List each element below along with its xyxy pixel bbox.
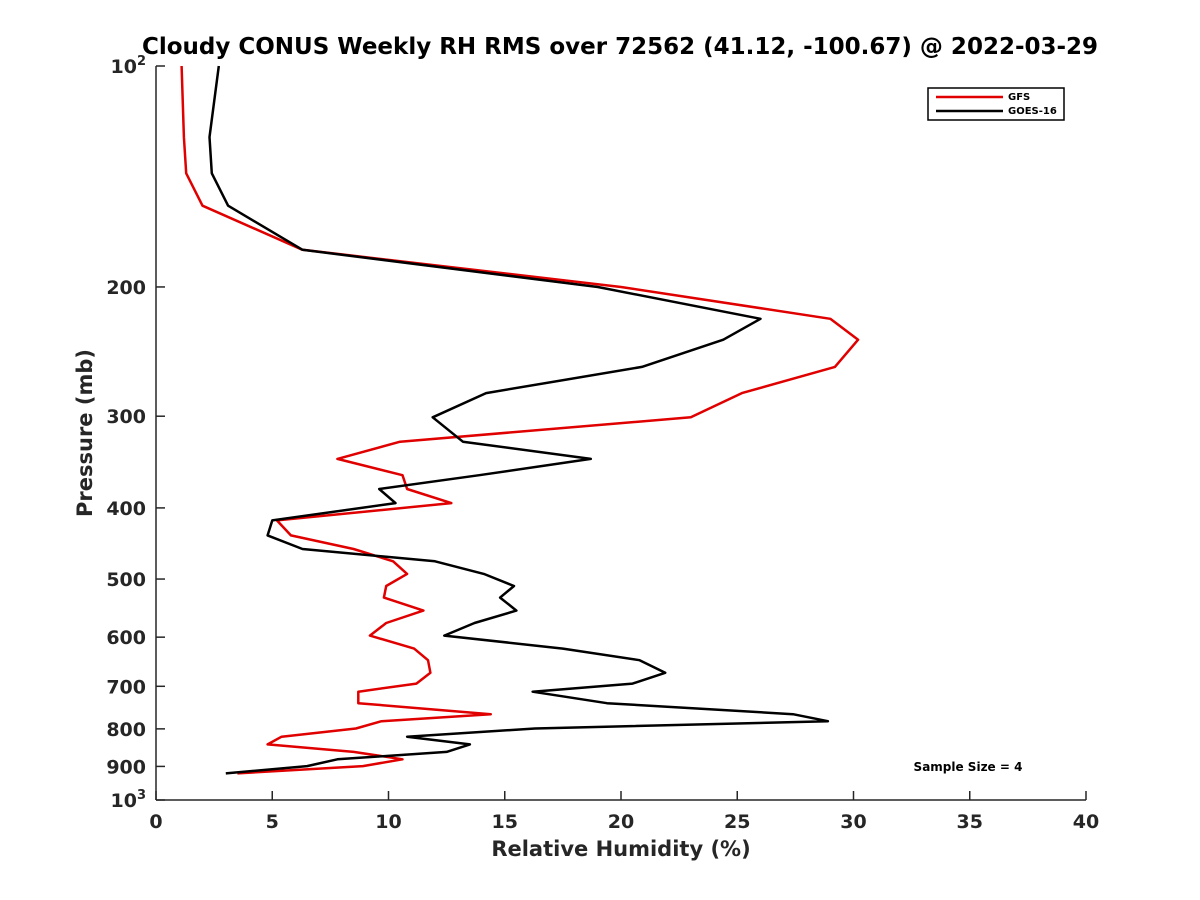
x-tick-label: 30 [840, 811, 866, 833]
y-axis-label: Pressure (mb) [73, 349, 97, 517]
y-tick-label: 102 [111, 54, 147, 78]
x-tick-label: 35 [957, 811, 983, 833]
legend: GFS GOES-16 [927, 87, 1065, 121]
x-tick-label: 40 [1073, 811, 1099, 833]
y-tick-label: 900 [106, 756, 146, 778]
series-line-goes16 [208, 65, 830, 775]
x-tick-label: 10 [375, 811, 401, 833]
x-ticks: 0 5 10 15 20 25 30 35 40 [149, 791, 1099, 833]
y-tick-label: 500 [106, 569, 146, 591]
y-tick-label: 600 [106, 627, 146, 649]
legend-label-goes16: GOES-16 [1008, 106, 1057, 117]
legend-label-gfs: GFS [1008, 92, 1030, 103]
y-tick-label: 103 [111, 788, 147, 812]
x-axis-label: Relative Humidity (%) [491, 837, 750, 861]
y-ticks: 102 200 300 400 500 600 700 800 900 103 [106, 54, 165, 812]
y-tick-label: 200 [106, 277, 146, 299]
series-layer [180, 65, 860, 775]
y-tick-label: 400 [106, 498, 146, 520]
y-tick-label: 700 [106, 676, 146, 698]
x-tick-label: 25 [724, 811, 750, 833]
x-tick-label: 15 [492, 811, 518, 833]
legend-box [927, 87, 1065, 121]
sample-size-annotation: Sample Size = 4 [914, 760, 1023, 774]
y-tick-label: 800 [106, 719, 146, 741]
chart-title: Cloudy CONUS Weekly RH RMS over 72562 (4… [142, 34, 1098, 60]
x-tick-label: 0 [149, 811, 162, 833]
series-line-gfs [180, 65, 860, 775]
x-tick-label: 20 [608, 811, 634, 833]
y-tick-label: 300 [106, 406, 146, 428]
x-tick-label: 5 [266, 811, 279, 833]
